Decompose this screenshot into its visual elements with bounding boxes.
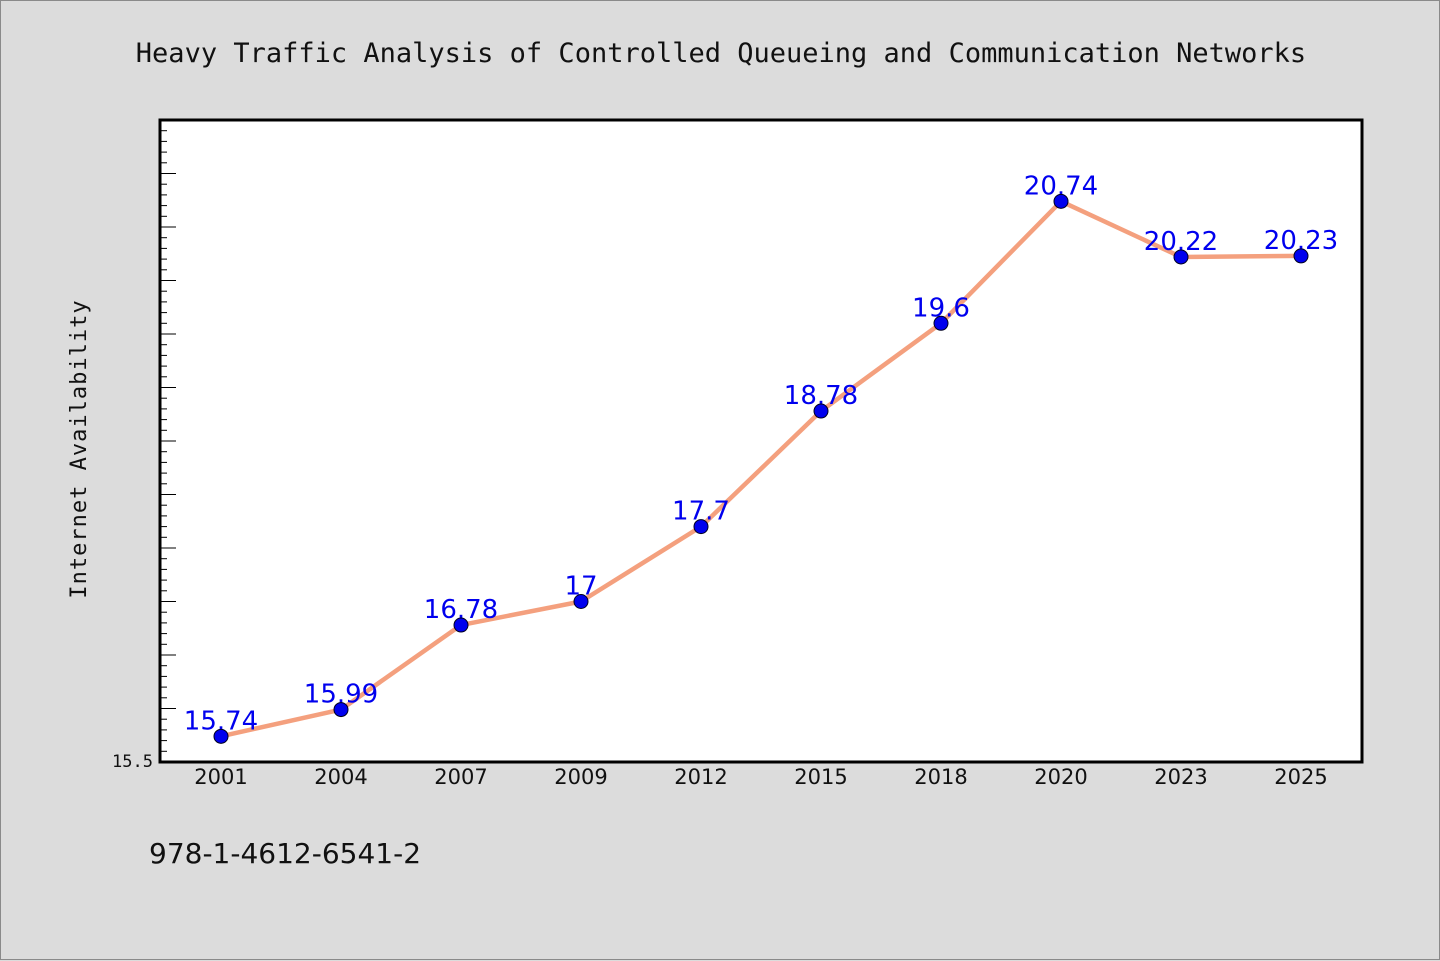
x-tick-label: 2023 bbox=[1154, 765, 1207, 789]
data-point-marker bbox=[933, 315, 949, 331]
data-point-marker bbox=[453, 617, 469, 633]
x-tick-label: 2015 bbox=[794, 765, 847, 789]
x-tick-label: 2007 bbox=[434, 765, 487, 789]
y-axis-label: Internet Availability bbox=[67, 299, 92, 598]
data-point-marker bbox=[813, 403, 829, 419]
data-labels: 15.7415.9916.781717.718.7819.620.7420.22… bbox=[184, 171, 1338, 736]
data-point-marker bbox=[333, 702, 349, 718]
chart-title: Heavy Traffic Analysis of Controlled Que… bbox=[136, 38, 1306, 69]
data-point-marker bbox=[693, 519, 709, 535]
x-tick-label: 2009 bbox=[554, 765, 607, 789]
x-tick-label: 2025 bbox=[1274, 765, 1327, 789]
data-point-marker bbox=[1293, 248, 1309, 264]
series-line bbox=[218, 199, 1304, 739]
data-point-marker bbox=[1053, 193, 1069, 209]
x-tick-label: 2001 bbox=[194, 765, 247, 789]
y-axis-ticks bbox=[160, 130, 176, 763]
x-tick-label: 2004 bbox=[314, 765, 367, 789]
data-point-marker bbox=[213, 728, 229, 744]
data-point-marker bbox=[573, 594, 589, 609]
x-tick-label: 2018 bbox=[914, 765, 967, 789]
plot-area bbox=[158, 118, 1364, 764]
data-point-markers bbox=[213, 193, 1309, 744]
x-tick-label: 2012 bbox=[674, 765, 727, 789]
series-line-group bbox=[218, 199, 1304, 739]
data-point-marker bbox=[1173, 249, 1189, 265]
y-tick-label: 15.5 bbox=[112, 752, 153, 772]
x-tick-label: 2020 bbox=[1034, 765, 1087, 789]
x-axis-tick-labels: 2001 2004 2007 2009 2012 2015 2018 2020 2023 2025 bbox=[194, 765, 1327, 789]
isbn-footer: 978-1-4612-6541-2 bbox=[149, 837, 421, 870]
